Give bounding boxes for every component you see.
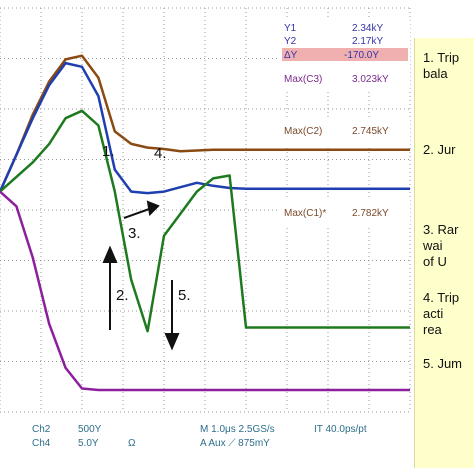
footer-sample: IT 40.0ps/pt	[314, 424, 367, 435]
readout-dy-value: -170.0Y	[344, 50, 379, 61]
readout-y1-label: Y1	[284, 23, 297, 34]
readout-box-c3	[278, 68, 410, 92]
trace-line-4	[0, 190, 410, 392]
readout-max-c2-value: 2.745kY	[352, 126, 389, 137]
note-1: 1. Trip bala	[423, 50, 460, 81]
marker-2: 2.	[116, 287, 129, 304]
arrow-right-head	[146, 200, 160, 217]
marker-1: 1.	[102, 143, 115, 160]
annotation-arrows	[102, 200, 180, 351]
step-markers: 1. 4. 3. 2. 5.	[102, 143, 191, 304]
arrow-right	[123, 207, 153, 219]
marker-4: 4.	[154, 145, 167, 162]
readout-y2-value: 2.17kY	[352, 36, 383, 47]
footer-ch2-value: 500Y	[78, 424, 102, 435]
footer-ohm: Ω	[128, 438, 136, 449]
notes-panel: 1. Trip bala 2. Jur 3. Rar wai of U 4. T…	[414, 38, 474, 468]
readout-box-c1	[278, 200, 410, 226]
footer-ch2-label: Ch2	[32, 424, 51, 435]
note-3: 3. Rar wai of U	[423, 222, 459, 269]
arrow-down-head	[164, 333, 180, 351]
footer-ch4-label: Ch4	[32, 438, 51, 449]
readout-y1-value: 2.34kY	[352, 23, 383, 34]
note-4: 4. Trip acti rea	[423, 290, 460, 337]
trace-line-3	[0, 109, 410, 333]
note-5: 5. Jum	[423, 356, 463, 371]
trace-line-1	[0, 54, 410, 193]
cursor-readouts: Y1 2.34kY Y2 2.17kY ΔY -170.0Y Max(C3) 3…	[278, 20, 410, 226]
readout-max-c3-label: Max(C3)	[284, 74, 322, 85]
traces	[0, 54, 410, 392]
note-2: 2. Jur	[423, 142, 456, 157]
footer-ch4-value: 5.0Y	[78, 438, 99, 449]
readout-dy-label: ΔY	[284, 50, 298, 61]
readout-max-c1-label: Max(C1)*	[284, 208, 326, 219]
marker-5: 5.	[178, 287, 191, 304]
readout-y2-label: Y2	[284, 36, 297, 47]
scope-footer: Ch2 500Y Ch4 5.0Y Ω M 1.0μs 2.5GS/s IT 4…	[32, 424, 367, 449]
marker-3: 3.	[128, 225, 141, 242]
readout-box-c2	[278, 120, 410, 146]
readout-max-c2-label: Max(C2)	[284, 126, 322, 137]
arrow-up-head	[102, 245, 118, 263]
footer-timebase: M 1.0μs 2.5GS/s	[200, 424, 275, 435]
readout-max-c3-value: 3.023kY	[352, 74, 389, 85]
grid	[0, 7, 411, 413]
delta-highlight	[282, 48, 408, 61]
readout-max-c1-value: 2.782kY	[352, 208, 389, 219]
footer-trigger: A Aux ⟋ 875mY	[200, 438, 270, 449]
